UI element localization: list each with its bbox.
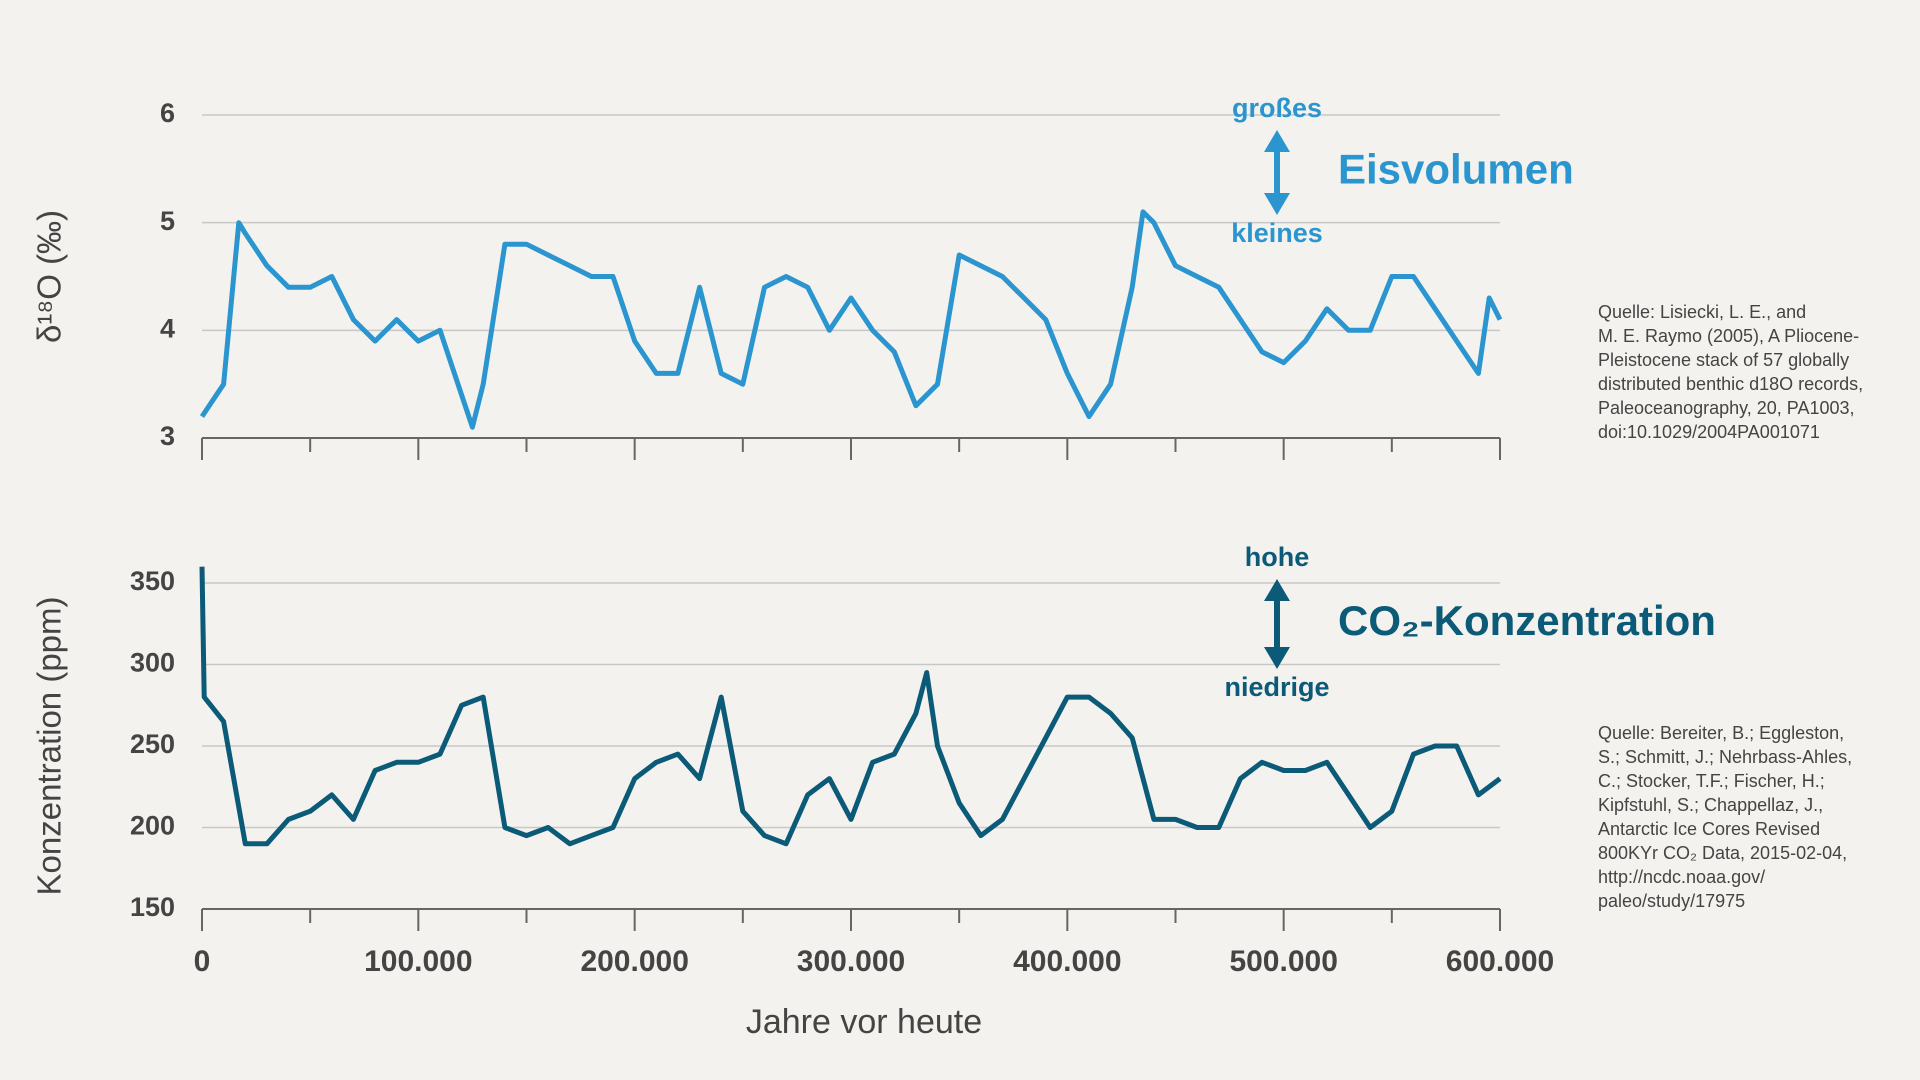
x-tick-label: 300.000 — [797, 945, 905, 978]
y-tick-label: 300 — [130, 648, 175, 678]
x-tick-label: 200.000 — [580, 945, 688, 978]
source-line: doi:10.1029/2004PA001071 — [1598, 422, 1820, 442]
data-line — [199, 209, 1503, 430]
x-tick-label: 400.000 — [1013, 945, 1121, 978]
annotation-label: Eisvolumen — [1338, 146, 1574, 193]
source-line: Paleoceanography, 20, PA1003, — [1598, 398, 1855, 418]
source-line: distributed benthic d18O records, — [1598, 374, 1863, 394]
y-tick-label: 250 — [130, 729, 175, 759]
source-line: C.; Stocker, T.F.; Fischer, H.; — [1598, 771, 1825, 791]
source-line: Quelle: Bereiter, B.; Eggleston, — [1598, 723, 1844, 743]
source-line: http://ncdc.noaa.gov/ — [1598, 867, 1765, 887]
y-tick-label: 5 — [160, 206, 175, 236]
x-tick-label: 500.000 — [1229, 945, 1337, 978]
arrow-head — [1264, 130, 1290, 215]
x-tick-label: 0 — [194, 945, 211, 978]
y-tick-label: 200 — [130, 811, 175, 841]
source-line: S.; Schmitt, J.; Nehrbass-Ahles, — [1598, 747, 1852, 767]
annotation-low: kleines — [1231, 218, 1323, 248]
y-tick-label: 4 — [160, 313, 175, 343]
y-tick-label: 6 — [160, 98, 175, 128]
source-line: 800KYr CO₂ Data, 2015-02-04, — [1598, 843, 1847, 863]
source-line: M. E. Raymo (2005), A Pliocene- — [1598, 326, 1859, 346]
annotation-low: niedrige — [1224, 672, 1329, 702]
y-axis-label: Konzentration (ppm) — [31, 597, 68, 896]
annotation-high: großes — [1232, 93, 1322, 123]
x-tick-label: 100.000 — [364, 945, 472, 978]
y-tick-label: 150 — [130, 892, 175, 922]
source-line: Pleistocene stack of 57 globally — [1598, 350, 1849, 370]
y-tick-label: 3 — [160, 421, 175, 451]
x-tick-label: 600.000 — [1446, 945, 1554, 978]
source-line: Quelle: Lisiecki, L. E., and — [1598, 302, 1806, 322]
arrow-head — [1264, 579, 1290, 669]
source-line: paleo/study/17975 — [1598, 891, 1745, 911]
annotation-label: CO₂-Konzentration — [1338, 597, 1716, 644]
y-axis-label: δ¹⁸O (‰) — [31, 210, 68, 343]
annotation-high: hohe — [1245, 542, 1310, 572]
source-line: Antarctic Ice Cores Revised — [1598, 819, 1820, 839]
data-line — [199, 566, 1502, 847]
y-tick-label: 350 — [130, 566, 175, 596]
x-axis-label: Jahre vor heute — [746, 1003, 982, 1041]
source-line: Kipfstuhl, S.; Chappellaz, J., — [1598, 795, 1823, 815]
